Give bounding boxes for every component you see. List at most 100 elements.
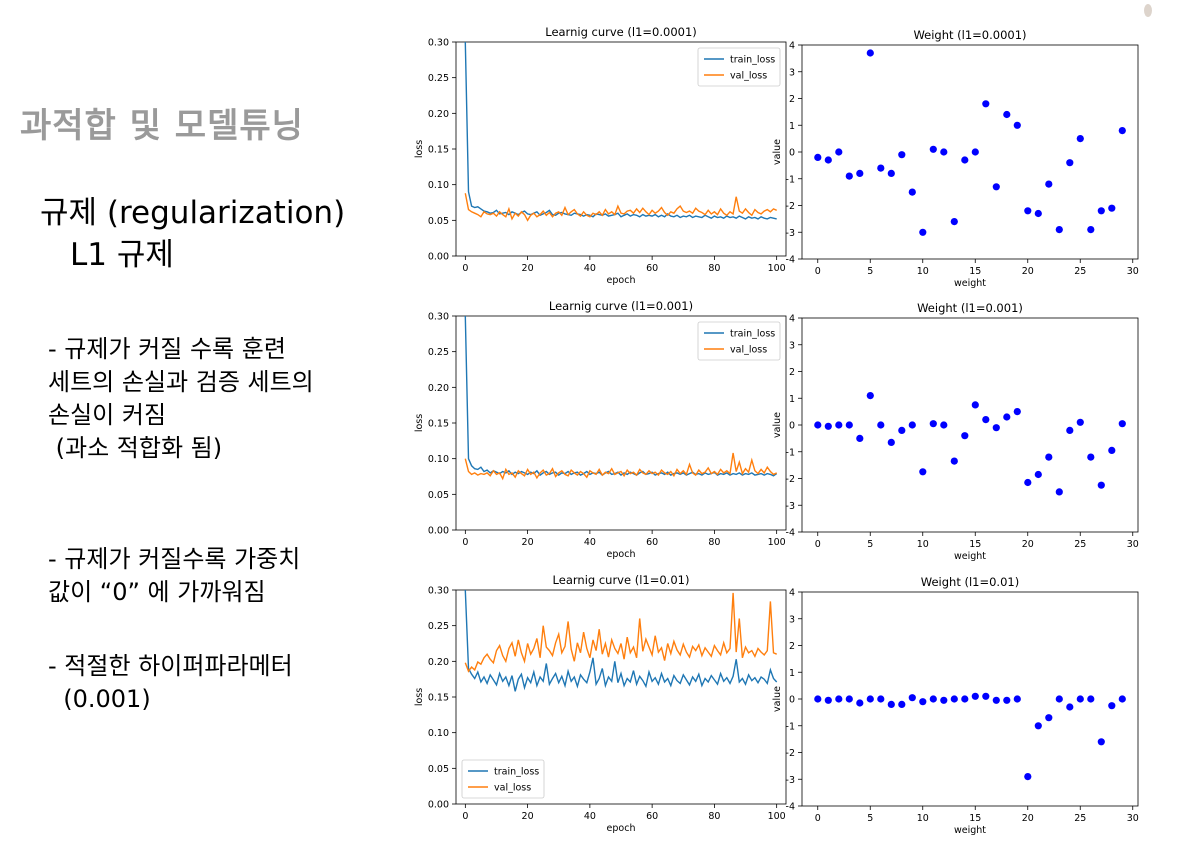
weight-point	[866, 695, 874, 703]
weight-point	[992, 696, 1000, 704]
bullet-3-line: (0.001)	[48, 685, 151, 713]
weight-point	[898, 700, 906, 709]
y-tick-label: 0.10	[428, 728, 449, 739]
weight-point	[1108, 702, 1116, 710]
y-tick-label: -4	[786, 528, 795, 539]
weight-point	[961, 432, 969, 440]
weight-point	[1045, 714, 1053, 722]
legend-box	[461, 759, 545, 799]
weight-point	[950, 695, 958, 703]
y-tick-label: 2	[789, 367, 795, 378]
heading-line-1: 규제 (regularization)	[40, 195, 346, 231]
bullet-1-line: 손실이 커짐	[48, 401, 167, 429]
x-tick-label: 10	[917, 813, 929, 824]
weight-point	[835, 695, 843, 703]
weight-point	[940, 421, 948, 429]
heading-line-2: L1 규제	[70, 237, 174, 273]
weight-point	[919, 468, 927, 476]
y-tick-label: 0.05	[428, 216, 449, 227]
x-tick-label: 60	[646, 263, 658, 274]
y-tick-label: 0.20	[428, 383, 449, 394]
y-axis-label: loss	[414, 140, 425, 158]
legend-label-train-loss: train_loss	[494, 767, 539, 778]
weight-point	[982, 692, 990, 700]
weight-point	[866, 392, 874, 400]
x-axis-label: epoch	[607, 275, 636, 286]
series-line-train-loss	[464, 42, 777, 220]
weight-point	[1055, 226, 1063, 234]
x-tick-label: 0	[462, 263, 468, 274]
weight-point	[1003, 110, 1011, 119]
y-axis-label: loss	[414, 688, 425, 706]
weight-point	[898, 426, 906, 434]
weight-point	[824, 422, 832, 430]
bullet-3-line: - 적절한 하이퍼파라메터	[48, 652, 293, 680]
weight-point	[929, 420, 937, 428]
y-tick-label: 0.00	[428, 526, 449, 537]
x-tick-label: 15	[969, 813, 981, 824]
weight-point	[856, 699, 864, 707]
weight-point	[1066, 426, 1074, 434]
bullet-1: - 규제가 커질 수록 훈련 세트의 손실과 검증 세트의 손실이 커짐 (과소…	[48, 333, 314, 465]
weight-point	[835, 421, 843, 429]
x-tick-label: 40	[584, 537, 596, 548]
weight-point	[1024, 207, 1032, 215]
x-tick-label: 80	[708, 263, 720, 274]
x-axis-label: weight	[954, 278, 986, 289]
legend: train_loss val_loss	[697, 47, 781, 87]
weight-point	[814, 695, 822, 703]
y-tick-label: 3	[789, 340, 795, 351]
weight-point	[1013, 695, 1021, 703]
weight-point	[982, 416, 990, 424]
y-tick-label: 0.15	[428, 145, 449, 156]
weight-point	[950, 218, 958, 226]
y-axis-label: loss	[414, 414, 425, 432]
legend-label-val-loss: val_loss	[494, 783, 531, 794]
x-axis-label: weight	[954, 825, 986, 836]
x-tick-label: 20	[522, 537, 534, 548]
y-tick-label: -3	[786, 501, 795, 512]
y-tick-label: -3	[786, 228, 795, 239]
chart-panel-5: Learnig curve (l1=0.01) 0.00 0.05 0.10 0.15 0…	[414, 573, 787, 834]
y-tick-label: 0.25	[428, 73, 449, 84]
x-tick-label: 25	[1074, 266, 1086, 277]
y-tick-label: 0.25	[428, 347, 449, 358]
weight-point	[856, 434, 864, 442]
chart-title: Learnig curve (l1=0.001)	[549, 299, 693, 313]
weight-point	[1045, 180, 1053, 188]
plot-frame	[801, 44, 1139, 260]
y-tick-label: 0	[789, 695, 795, 706]
y-axis-label: value	[772, 412, 783, 438]
x-tick-label: 20	[522, 263, 534, 274]
x-tick-label: 30	[1127, 539, 1139, 550]
weight-point	[1034, 722, 1042, 730]
x-tick-label: 5	[867, 539, 873, 550]
x-tick-label: 30	[1127, 266, 1139, 277]
weight-point	[929, 145, 937, 153]
y-tick-label: 3	[789, 614, 795, 625]
x-tick-label: 60	[646, 811, 658, 822]
weight-point	[814, 421, 822, 429]
y-tick-label: 0.10	[428, 180, 449, 191]
weight-point	[992, 424, 1000, 432]
weight-point	[908, 694, 916, 702]
weight-point	[887, 700, 895, 709]
heading: 규제 (regularization) L1 규제	[40, 192, 345, 276]
x-tick-label: 100	[768, 263, 786, 274]
weight-point	[887, 438, 895, 446]
weight-point	[877, 164, 885, 172]
x-tick-label: 5	[867, 266, 873, 277]
bullet-3: - 적절한 하이퍼파라메터 (0.001)	[48, 650, 293, 716]
weight-point	[992, 183, 1000, 191]
weight-point	[877, 421, 885, 429]
x-tick-label: 0	[815, 266, 821, 277]
weight-point	[1003, 696, 1011, 704]
chart-panel-3: Learnig curve (l1=0.001) 0.00 0.05 0.10 0.15…	[414, 299, 787, 560]
weight-point	[929, 695, 937, 703]
y-tick-label: 0	[789, 148, 795, 159]
series-line-train-loss	[464, 590, 778, 692]
weight-point	[940, 696, 948, 704]
x-tick-label: 0	[815, 813, 821, 824]
chart-title: Weight (l1=0.01)	[921, 575, 1019, 589]
y-tick-label: 0.30	[428, 586, 449, 597]
